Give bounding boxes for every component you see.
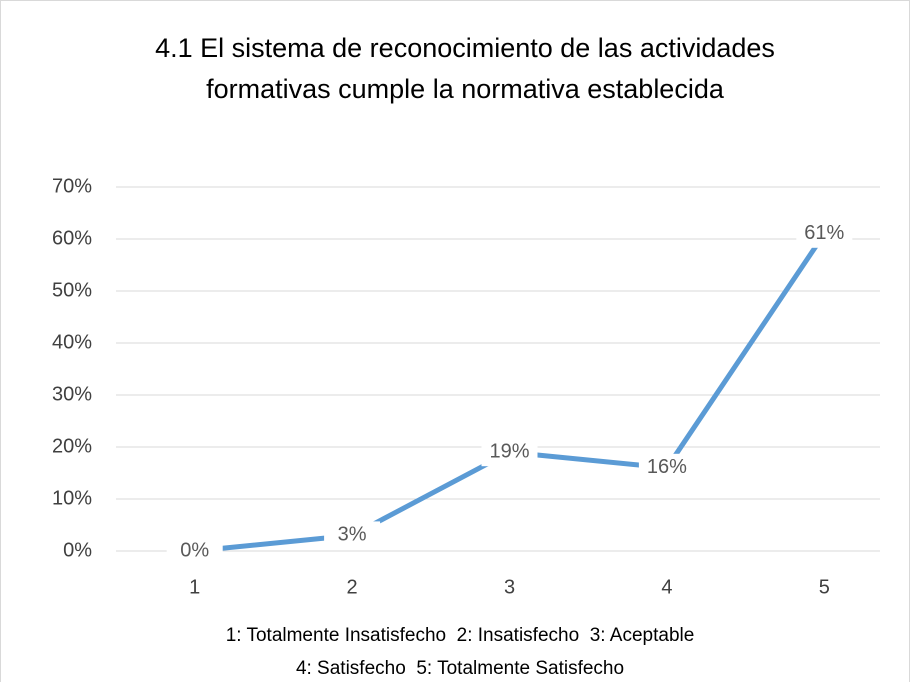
y-tick-label: 30% <box>52 383 92 405</box>
data-label-bg <box>166 537 223 565</box>
data-label: 16% <box>647 456 687 478</box>
y-tick-label: 10% <box>52 487 92 509</box>
y-tick-label: 20% <box>52 435 92 457</box>
x-tick-label: 3 <box>504 576 515 598</box>
y-tick-label: 60% <box>52 227 92 249</box>
data-label-bg <box>796 219 853 248</box>
chart-title: formativas cumple la normativa estableci… <box>206 74 725 104</box>
x-tick-label: 5 <box>819 576 830 598</box>
y-tick-label: 0% <box>63 539 92 561</box>
data-label: 3% <box>338 524 367 546</box>
x-tick-label: 1 <box>189 576 200 598</box>
data-label-bg <box>638 453 695 482</box>
x-tick-label: 2 <box>347 576 358 598</box>
y-tick-label: 40% <box>52 331 92 353</box>
data-label: 19% <box>489 440 529 462</box>
chart-title: 4.1 El sistema de reconocimiento de las … <box>155 33 775 63</box>
data-label: 0% <box>180 539 209 561</box>
x-tick-label: 4 <box>661 576 672 598</box>
x-axis-label: 4: Satisfecho 5: Totalmente Satisfecho <box>296 658 624 679</box>
data-label: 61% <box>804 222 844 244</box>
x-axis-label: 1: Totalmente Insatisfecho 2: Insatisfec… <box>226 625 695 646</box>
y-tick-label: 50% <box>52 279 92 301</box>
y-tick-label: 70% <box>52 175 92 197</box>
data-label-bg <box>324 521 381 550</box>
data-label-bg <box>481 438 538 467</box>
